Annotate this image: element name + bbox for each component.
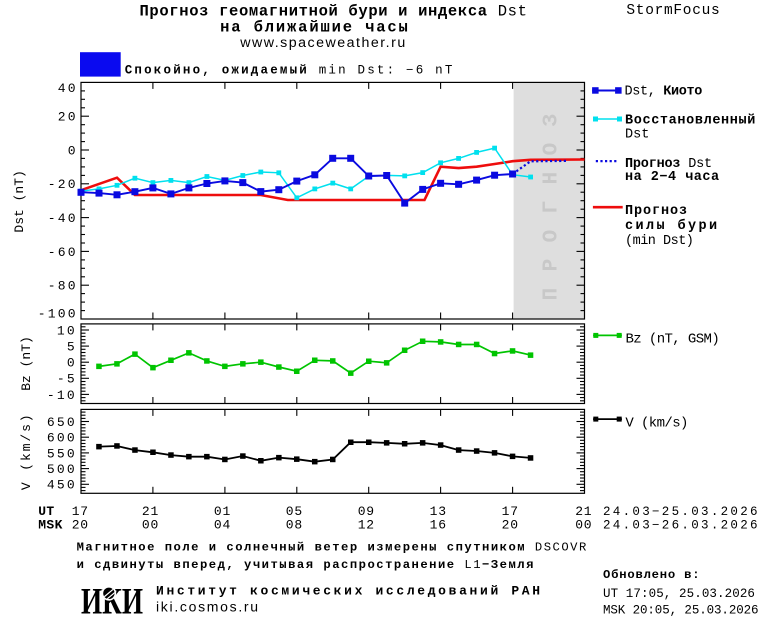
svg-text:0: 0 bbox=[67, 356, 77, 371]
svg-text:Магнитное поле и солнечный вет: Магнитное поле и солнечный ветер измерен… bbox=[77, 541, 588, 555]
svg-text:550: 550 bbox=[47, 446, 77, 461]
svg-text:450: 450 bbox=[47, 478, 77, 493]
svg-text:www.spaceweather.ru: www.spaceweather.ru bbox=[239, 35, 407, 51]
svg-text:Прогноз Dst: Прогноз Dst bbox=[625, 157, 712, 172]
svg-text:Обновлено в:: Обновлено в: bbox=[603, 567, 700, 582]
svg-text:-100: -100 bbox=[38, 306, 78, 321]
svg-text:04: 04 bbox=[214, 518, 231, 533]
svg-text:О: О bbox=[541, 143, 564, 156]
svg-text:-5: -5 bbox=[57, 372, 77, 387]
svg-text:01: 01 bbox=[214, 504, 231, 519]
svg-text:силы бури: силы бури bbox=[625, 218, 720, 234]
svg-text:40: 40 bbox=[58, 81, 78, 96]
svg-text:Р: Р bbox=[541, 259, 564, 272]
svg-text:17: 17 bbox=[502, 504, 519, 519]
svg-text:09: 09 bbox=[358, 504, 375, 519]
svg-text:Восстановленный: Восстановленный bbox=[625, 114, 756, 129]
svg-text:17: 17 bbox=[72, 504, 89, 519]
svg-text:Bz (nT): Bz (nT) bbox=[19, 336, 34, 391]
svg-text:V (km/s): V (km/s) bbox=[625, 415, 687, 431]
svg-text:20: 20 bbox=[58, 110, 78, 125]
svg-text:00: 00 bbox=[575, 518, 592, 533]
svg-text:-80: -80 bbox=[48, 279, 78, 294]
svg-text:MSK: MSK bbox=[38, 518, 63, 533]
svg-text:20: 20 bbox=[72, 518, 89, 533]
svg-text:10: 10 bbox=[57, 323, 77, 338]
svg-text:650: 650 bbox=[47, 415, 77, 430]
svg-text:08: 08 bbox=[286, 518, 303, 533]
svg-text:П: П bbox=[541, 288, 564, 301]
svg-text:Dst (nT): Dst (nT) bbox=[12, 170, 27, 232]
svg-text:13: 13 bbox=[430, 504, 447, 519]
svg-text:Н: Н bbox=[541, 172, 564, 185]
svg-text:-40: -40 bbox=[48, 211, 78, 226]
svg-text:21: 21 bbox=[575, 504, 592, 519]
svg-text:05: 05 bbox=[286, 504, 303, 519]
svg-text:Г: Г bbox=[541, 201, 564, 214]
svg-text:iki.cosmos.ru: iki.cosmos.ru bbox=[156, 599, 260, 615]
svg-text:-20: -20 bbox=[48, 177, 78, 192]
svg-text:UT 17:05, 25.03.2026: UT 17:05, 25.03.2026 bbox=[603, 587, 755, 601]
svg-text:(min Dst): (min Dst) bbox=[625, 234, 693, 249]
svg-text:на 2−4 часа: на 2−4 часа bbox=[625, 170, 720, 185]
svg-text:Институт космических исследова: Институт космических исследований РАН bbox=[156, 584, 543, 599]
svg-text:16: 16 bbox=[430, 518, 447, 533]
svg-text:21: 21 bbox=[142, 504, 159, 519]
svg-text:Прогноз: Прогноз bbox=[625, 204, 688, 219]
svg-text:О: О bbox=[541, 230, 564, 243]
svg-text:-60: -60 bbox=[48, 245, 78, 260]
svg-text:MSK 20:05, 25.03.2026: MSK 20:05, 25.03.2026 bbox=[603, 604, 758, 618]
svg-text:5: 5 bbox=[67, 340, 77, 355]
svg-text:V (km/s): V (km/s) bbox=[19, 412, 34, 490]
svg-text:З: З bbox=[541, 114, 564, 127]
svg-text:Dst: Dst bbox=[625, 128, 649, 143]
svg-text:UT: UT bbox=[38, 504, 54, 519]
svg-text:Dst, Киото: Dst, Киото bbox=[625, 84, 703, 99]
svg-text:12: 12 bbox=[358, 518, 375, 533]
svg-text:на ближайшие часы: на ближайшие часы bbox=[220, 19, 410, 37]
svg-text:00: 00 bbox=[142, 518, 159, 533]
svg-text:и сдвинуты вперед, учитывая ра: и сдвинуты вперед, учитывая распростране… bbox=[77, 558, 535, 572]
svg-text:500: 500 bbox=[47, 462, 77, 477]
svg-text:20: 20 bbox=[502, 518, 519, 533]
svg-text:24.03−26.03.2026: 24.03−26.03.2026 bbox=[603, 519, 760, 533]
svg-text:600: 600 bbox=[47, 431, 77, 446]
svg-text:Спокойно, ожидаемый min Dst: −: Спокойно, ожидаемый min Dst: −6 nT bbox=[125, 64, 455, 78]
svg-text:Прогноз геомагнитной бури и ин: Прогноз геомагнитной бури и индекса Dst bbox=[139, 2, 527, 20]
svg-text:0: 0 bbox=[68, 143, 78, 158]
svg-text:StormFocus: StormFocus bbox=[626, 3, 720, 19]
svg-text:Bz (nT, GSM): Bz (nT, GSM) bbox=[626, 331, 720, 347]
svg-text:24.03−25.03.2026: 24.03−25.03.2026 bbox=[603, 505, 760, 519]
svg-text:-10: -10 bbox=[47, 388, 77, 403]
